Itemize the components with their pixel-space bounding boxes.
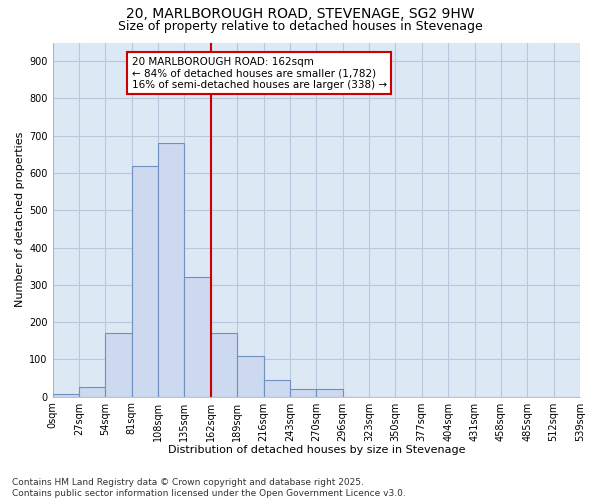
Bar	[131, 166, 158, 396]
Bar	[290, 389, 316, 396]
Text: Contains HM Land Registry data © Crown copyright and database right 2025.
Contai: Contains HM Land Registry data © Crown c…	[12, 478, 406, 498]
Bar	[211, 333, 237, 396]
Bar	[79, 388, 105, 396]
Bar	[237, 356, 263, 397]
X-axis label: Distribution of detached houses by size in Stevenage: Distribution of detached houses by size …	[167, 445, 465, 455]
Text: 20 MARLBOROUGH ROAD: 162sqm
← 84% of detached houses are smaller (1,782)
16% of : 20 MARLBOROUGH ROAD: 162sqm ← 84% of det…	[131, 56, 387, 90]
Text: Size of property relative to detached houses in Stevenage: Size of property relative to detached ho…	[118, 20, 482, 33]
Bar	[263, 380, 290, 396]
Bar	[184, 278, 211, 396]
Bar	[158, 143, 184, 397]
Bar	[316, 389, 343, 396]
Bar	[105, 333, 131, 396]
Y-axis label: Number of detached properties: Number of detached properties	[15, 132, 25, 307]
Text: 20, MARLBOROUGH ROAD, STEVENAGE, SG2 9HW: 20, MARLBOROUGH ROAD, STEVENAGE, SG2 9HW	[126, 8, 474, 22]
Bar	[53, 394, 79, 396]
